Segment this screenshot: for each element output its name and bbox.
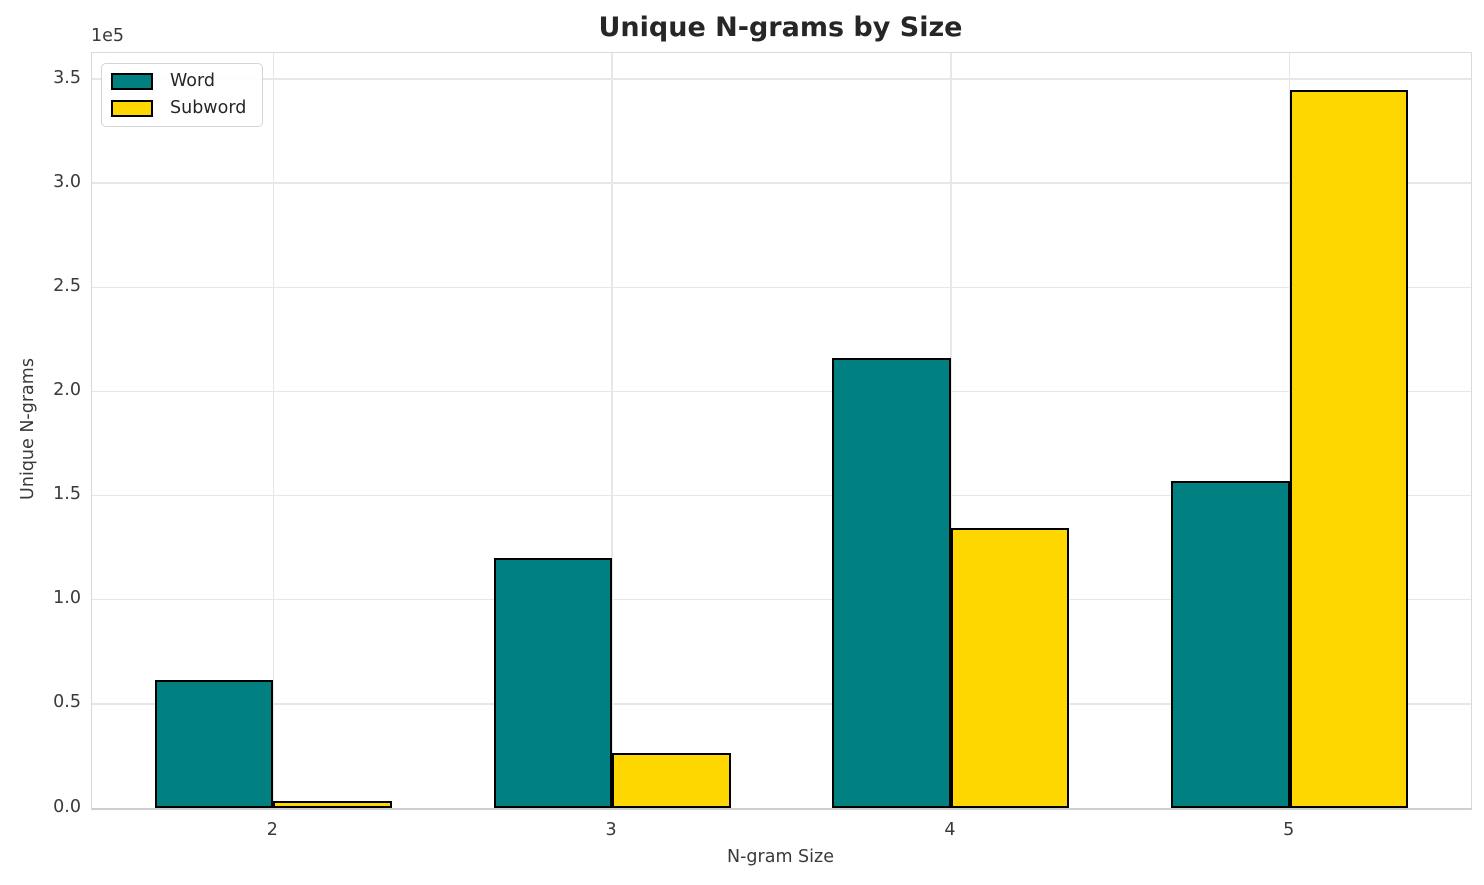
x-gridline [611,53,613,808]
y-gridline [92,78,1471,80]
bar-subword-5 [1289,90,1409,808]
legend: Word Subword [101,63,264,127]
y-tick-label: 0.0 [53,796,81,817]
x-tick-label: 2 [266,820,278,840]
y-tick-label: 3.5 [53,67,81,88]
chart-title: Unique N-grams by Size [598,12,963,43]
y-gridline [92,182,1471,184]
bar-subword-4 [950,527,1070,808]
legend-swatch-subword [111,99,153,117]
x-tick-label: 5 [1283,820,1295,840]
bar-word-3 [493,558,613,808]
y-gridline [92,390,1471,393]
y-tick-label: 1.5 [53,484,81,505]
y-gridline [92,286,1471,289]
y-gridline [92,598,1471,601]
bar-word-5 [1171,481,1290,808]
bar-word-4 [832,358,951,808]
bar-word-2 [154,679,274,808]
y-axis-label: Unique N-grams [18,358,38,500]
y-tick-label: 0.5 [53,692,81,713]
legend-swatch-word [111,73,153,91]
y-gridline [92,703,1471,705]
x-gridline [950,53,952,808]
y-tick-label: 2.5 [53,275,81,296]
y-tick-label: 2.0 [53,379,81,400]
y-axis-offset-text: 1e5 [91,26,125,46]
y-tick-label: 1.0 [53,588,81,609]
x-tick-label: 4 [944,820,956,840]
x-tick-label: 3 [605,820,617,840]
x-gridline [272,53,275,808]
plot-area [91,52,1472,810]
legend-label: Subword [170,97,247,118]
bar-subword-2 [273,801,392,808]
legend-item-word: Word [111,71,246,91]
y-tick-label: 3.0 [53,171,81,192]
legend-item-subword: Subword [111,97,247,118]
x-axis-label: N-gram Size [727,847,834,867]
y-gridline [92,494,1471,497]
legend-label: Word [170,71,215,91]
bar-subword-3 [612,752,731,808]
